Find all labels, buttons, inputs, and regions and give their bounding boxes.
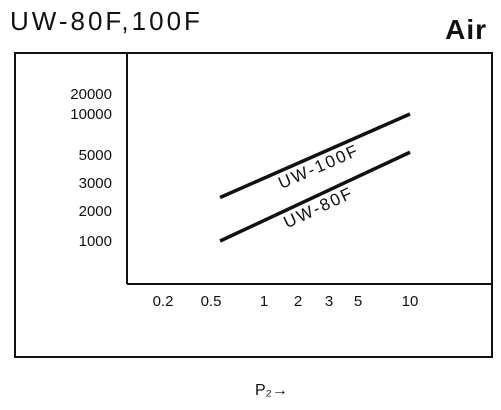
chart-title: UW-80F,100F xyxy=(10,6,203,36)
series-line-uw-100f xyxy=(219,112,411,200)
x-tick-label: 10 xyxy=(402,293,419,310)
y-tick-label: 5000 xyxy=(79,147,112,164)
y-tick-label: 1000 xyxy=(79,233,112,250)
x-tick-label: 1 xyxy=(260,293,268,310)
x-tick-label: 0.5 xyxy=(201,293,222,310)
y-tick-label: 2000 xyxy=(79,203,112,220)
x-axis-label: P₂→ xyxy=(255,382,288,399)
x-tick-label: 5 xyxy=(354,293,362,310)
x-tick-label: 2 xyxy=(294,293,302,310)
x-tick-label: 3 xyxy=(325,293,333,310)
medium-label: Air xyxy=(445,14,487,45)
y-tick-label: 3000 xyxy=(79,175,112,192)
x-tick-label: 0.2 xyxy=(153,293,174,310)
y-tick-label: 20000 xyxy=(70,86,112,103)
y-tick-label: 10000 xyxy=(70,106,112,123)
series-line-uw-80f xyxy=(219,150,411,243)
chart-frame xyxy=(14,52,493,358)
